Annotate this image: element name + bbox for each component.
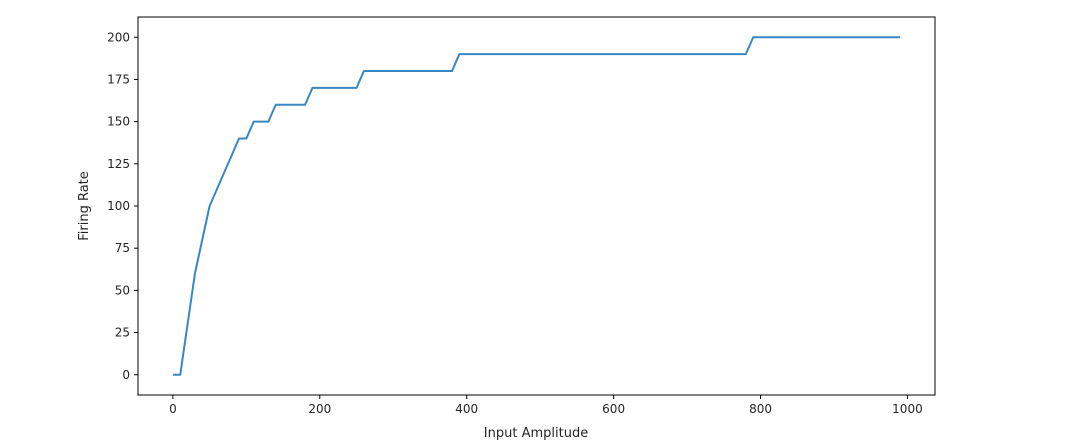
x-axis-ticks: 0 200 400 600 800 1000 [169,395,923,416]
x-tick-label: 200 [308,402,331,416]
y-tick-label: 150 [107,115,130,129]
y-tick-label: 25 [115,326,130,340]
x-tick-label: 0 [169,402,177,416]
x-axis-title: Input Amplitude [484,426,588,441]
y-tick-label: 75 [115,241,130,255]
y-axis-title: Firing Rate [77,171,92,241]
y-tick-label: 175 [107,72,130,86]
plot-area [137,16,936,396]
y-tick-label: 125 [107,157,130,171]
series-layer [172,36,901,376]
y-tick-label: 0 [122,368,130,382]
x-tick-label: 600 [602,402,625,416]
series-line [172,36,901,376]
y-axis-ticks: 0 25 50 75 100 125 150 175 200 [107,30,138,382]
x-tick-label: 1000 [892,402,923,416]
y-tick-label: 50 [115,283,130,297]
x-tick-label: 400 [455,402,478,416]
y-tick-label: 200 [107,30,130,44]
y-tick-label: 100 [107,199,130,213]
x-tick-label: 800 [749,402,772,416]
